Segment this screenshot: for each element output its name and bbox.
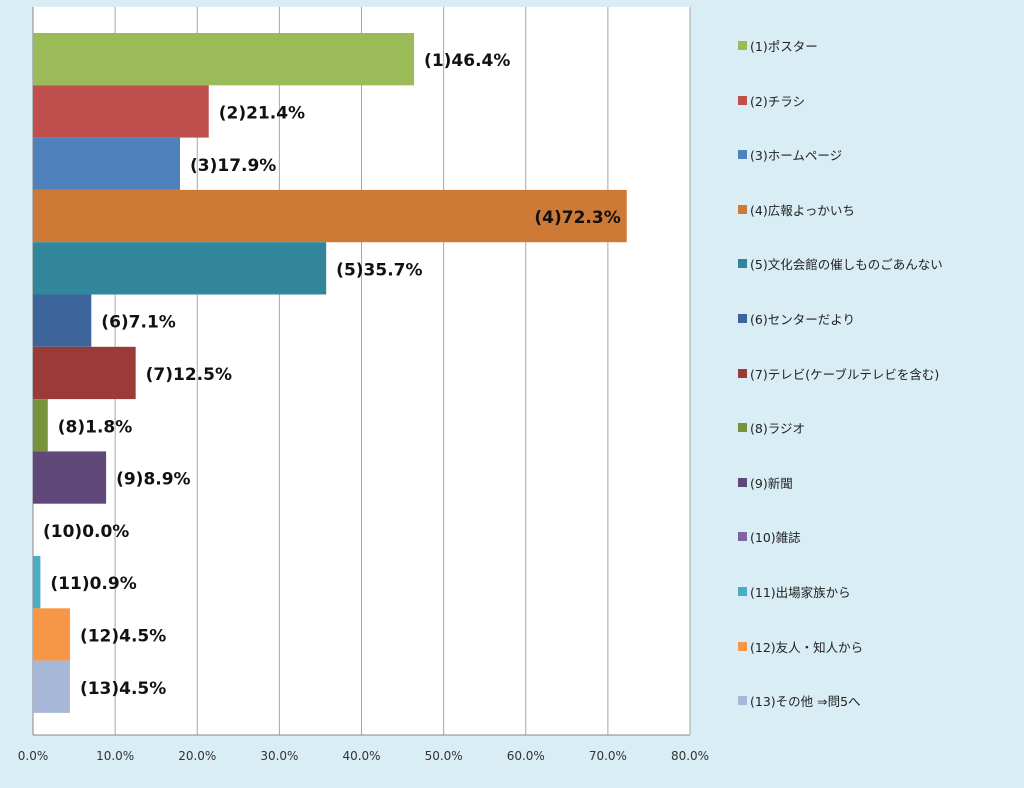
data-label: (2)21.4% xyxy=(219,103,305,123)
legend-label: (2)チラシ xyxy=(750,93,805,109)
x-tick-label: 50.0% xyxy=(425,749,463,763)
legend-swatch xyxy=(738,259,747,269)
legend-swatch xyxy=(738,587,747,596)
data-label: (6)7.1% xyxy=(101,313,176,333)
bar xyxy=(33,660,70,713)
legend-item: (9)新聞 xyxy=(738,473,793,492)
bar xyxy=(33,346,136,400)
x-tick-label: 60.0% xyxy=(507,749,545,763)
legend-swatch xyxy=(738,641,747,651)
bar xyxy=(33,189,627,243)
legend-label: (13)その他 ⇒問5へ xyxy=(750,694,861,710)
legend-swatch xyxy=(738,532,747,542)
x-tick-label: 0.0% xyxy=(18,749,49,763)
bar xyxy=(33,33,415,86)
data-label: (12)4.5% xyxy=(80,626,166,646)
legend-label: (5)文化会館の催しものごあんない xyxy=(750,257,943,273)
x-tick-label: 40.0% xyxy=(342,749,380,763)
data-label: (4)72.3% xyxy=(534,208,620,228)
legend-item: (3)ホームページ xyxy=(738,145,842,164)
legend-label: (10)雑誌 xyxy=(750,530,801,546)
legend-item: (11)出場家族から xyxy=(738,582,851,601)
legend-item: (2)チラシ xyxy=(738,91,805,110)
bar xyxy=(33,242,327,295)
data-label: (11)0.9% xyxy=(50,574,136,594)
data-label: (10)0.0% xyxy=(43,522,129,542)
x-tick-label: 10.0% xyxy=(96,749,134,763)
legend-label: (12)友人・知人から xyxy=(750,639,864,655)
data-label: (13)4.5% xyxy=(80,679,166,699)
data-label: (9)8.9% xyxy=(116,470,191,490)
legend-swatch xyxy=(738,368,747,378)
legend-item: (10)雑誌 xyxy=(738,527,801,546)
legend-item: (5)文化会館の催しものごあんない xyxy=(738,254,943,273)
data-label: (7)12.5% xyxy=(146,365,232,385)
legend-swatch xyxy=(738,150,747,160)
x-tick-label: 70.0% xyxy=(589,749,627,763)
x-tick-label: 30.0% xyxy=(260,749,298,763)
legend-swatch xyxy=(738,204,747,214)
bar xyxy=(33,137,181,190)
bar xyxy=(33,556,41,609)
legend-swatch xyxy=(738,41,747,50)
data-label: (1)46.4% xyxy=(424,51,510,71)
legend-item: (1)ポスター xyxy=(738,36,818,55)
bar xyxy=(33,85,209,138)
data-label: (3)17.9% xyxy=(190,156,276,176)
legend-swatch xyxy=(738,696,747,706)
legend-label: (7)テレビ(ケーブルテレビを含む) xyxy=(750,366,940,382)
x-tick-label: 80.0% xyxy=(671,749,709,763)
legend-item: (12)友人・知人から xyxy=(738,637,863,656)
bar xyxy=(33,399,48,452)
bar xyxy=(33,294,92,347)
data-label: (5)35.7% xyxy=(336,260,422,280)
legend-label: (3)ホームページ xyxy=(750,148,843,164)
legend-label: (8)ラジオ xyxy=(750,421,805,437)
legend-item: (6)センターだより xyxy=(738,309,855,328)
x-tick-label: 20.0% xyxy=(178,749,216,763)
data-label: (8)1.8% xyxy=(58,417,133,437)
legend-item: (13)その他 ⇒問5へ xyxy=(738,691,861,710)
legend-item: (7)テレビ(ケーブルテレビを含む) xyxy=(738,364,939,383)
legend-swatch xyxy=(738,423,747,433)
legend-label: (11)出場家族から xyxy=(750,585,851,600)
legend-label: (4)広報よっかいち xyxy=(750,202,855,218)
legend-item: (4)広報よっかいち xyxy=(738,200,855,219)
legend-label: (1)ポスター xyxy=(750,39,818,54)
legend-item: (8)ラジオ xyxy=(738,418,805,437)
legend-label: (9)新聞 xyxy=(750,475,793,491)
legend-swatch xyxy=(738,314,747,323)
legend-label: (6)センターだより xyxy=(750,312,855,327)
bar xyxy=(33,451,107,504)
bar xyxy=(33,608,70,661)
legend-swatch xyxy=(738,477,747,487)
legend-swatch xyxy=(738,95,747,105)
